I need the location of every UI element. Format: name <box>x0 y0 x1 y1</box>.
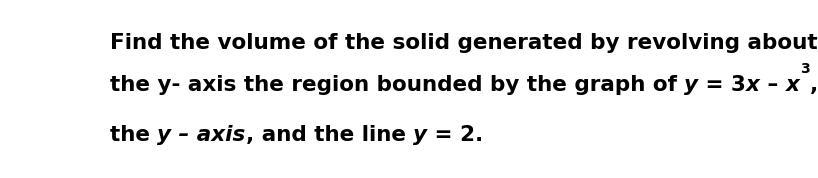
Text: the y- axis the region bounded by the graph of: the y- axis the region bounded by the gr… <box>110 75 685 95</box>
Text: the: the <box>110 125 157 145</box>
Text: , and the line: , and the line <box>245 125 413 145</box>
Text: y: y <box>413 125 427 145</box>
Text: x: x <box>786 75 800 95</box>
Text: = 2.: = 2. <box>427 125 483 145</box>
Text: = 3: = 3 <box>699 75 746 95</box>
Text: x: x <box>746 75 760 95</box>
Text: Find the volume of the solid generated by revolving about: Find the volume of the solid generated b… <box>110 33 817 53</box>
Text: y – axis: y – axis <box>157 125 245 145</box>
Text: –: – <box>760 75 786 95</box>
Text: y: y <box>685 75 699 95</box>
Text: ,: , <box>810 75 818 95</box>
Text: 3: 3 <box>800 62 810 76</box>
